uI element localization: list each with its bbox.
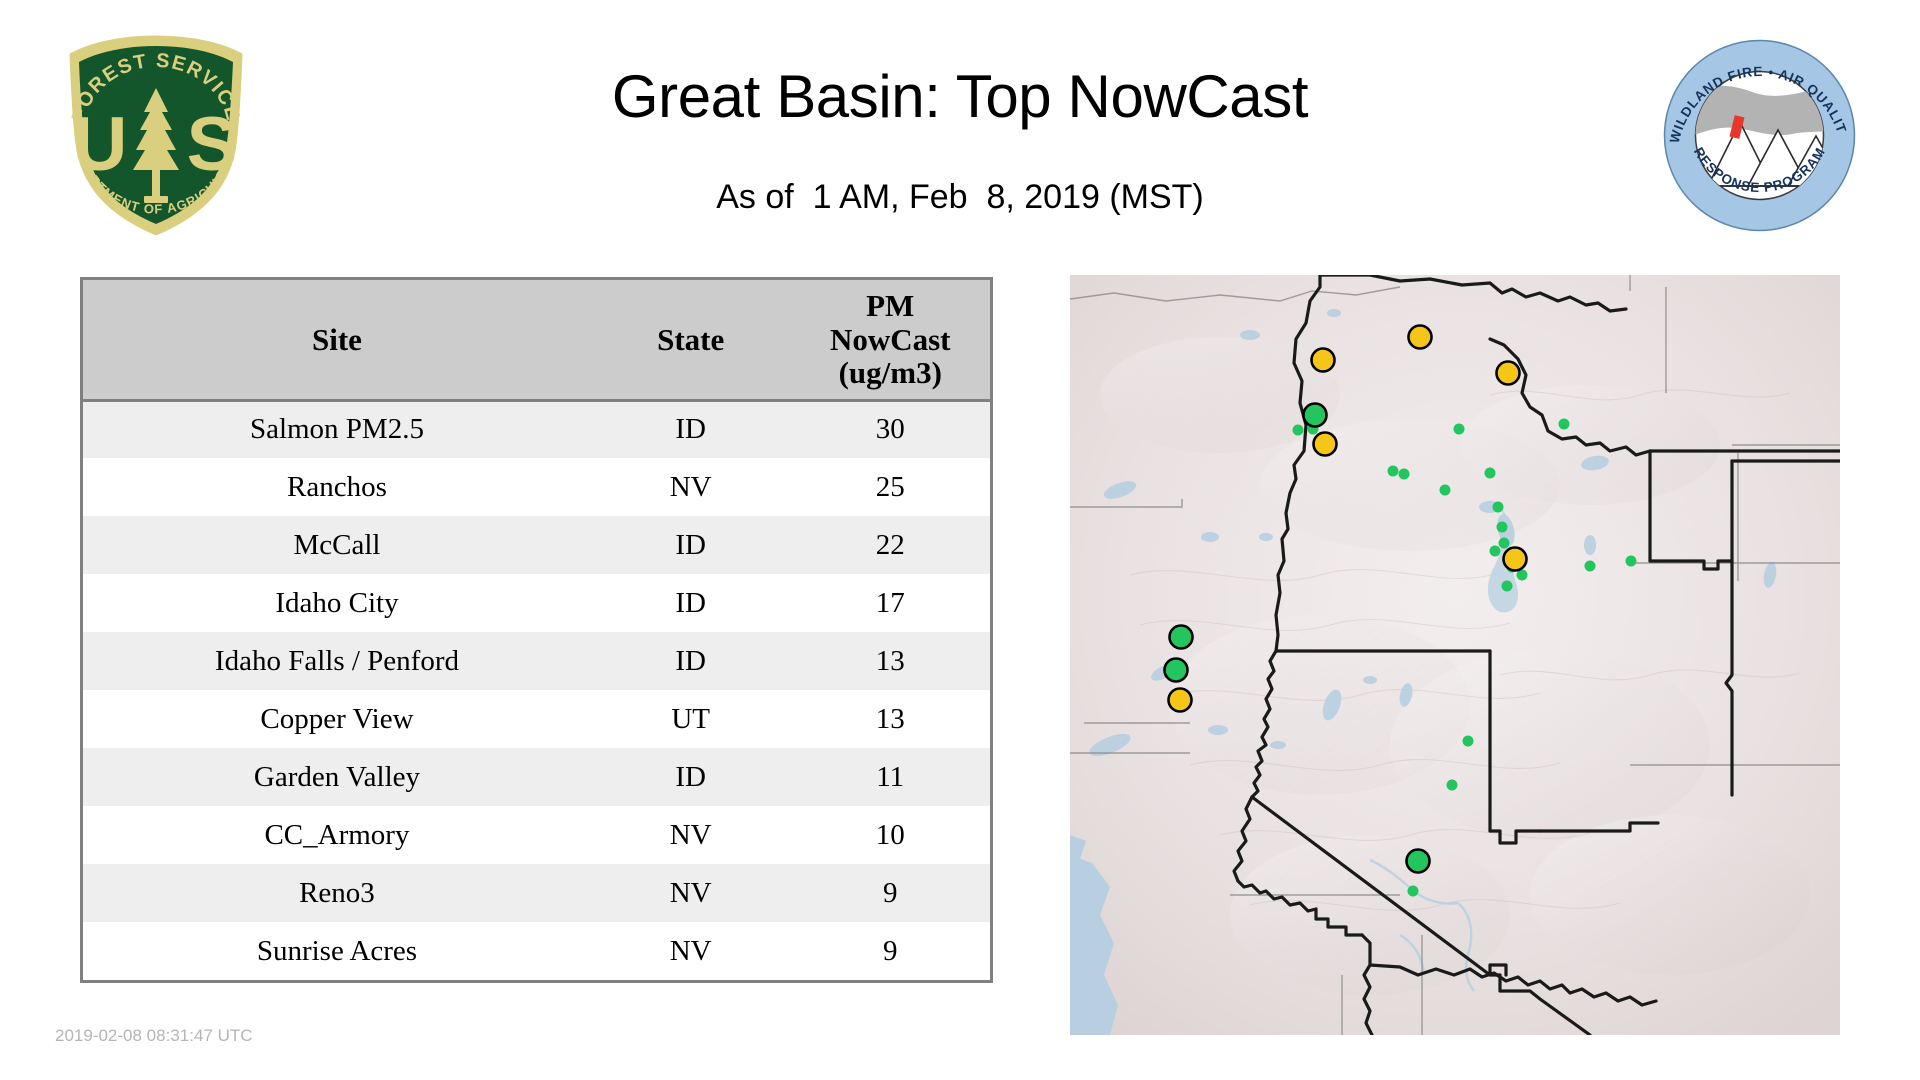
cell-site: Garden Valley [83,748,591,806]
table-header: Site State PM NowCast (ug/m3) [83,280,990,402]
monitor-marker-yellow[interactable] [1407,324,1433,350]
monitor-marker-small[interactable] [1453,423,1465,435]
cell-pm: 9 [790,922,990,980]
cell-state: NV [590,922,791,980]
cell-pm: 25 [790,458,990,516]
cell-site: Ranchos [83,458,591,516]
monitor-marker-green[interactable] [1168,624,1194,650]
footer-timestamp: 2019-02-08 08:31:47 UTC [55,1026,253,1045]
column-header-state[interactable]: State [590,280,791,402]
monitor-marker-small[interactable] [1484,467,1496,479]
monitor-marker-yellow[interactable] [1312,431,1338,457]
nowcast-table: Site State PM NowCast (ug/m3) Salmon PM2… [83,280,990,980]
wfaqrp-circle-logo: WILDLAND FIRE • AIR QUALITY RESPONSE PRO… [1657,26,1857,233]
cell-site: Idaho City [83,574,591,632]
cell-pm: 30 [790,400,990,458]
monitor-marker-small[interactable] [1492,501,1504,513]
cell-state: ID [590,574,791,632]
monitor-marker-small[interactable] [1558,418,1570,430]
cell-site: Reno3 [83,864,591,922]
cell-state: ID [590,632,791,690]
usfs-letter-s: S [187,102,238,187]
cell-site: Idaho Falls / Penford [83,632,591,690]
table-row[interactable]: Idaho Falls / Penford ID 13 [83,632,990,690]
table-row[interactable]: Copper View UT 13 [83,690,990,748]
monitor-marker-green[interactable] [1163,657,1189,683]
monitor-marker-small[interactable] [1498,537,1510,549]
cell-state: UT [590,690,791,748]
flame-icon [1729,115,1745,139]
table-row[interactable]: Reno3 NV 9 [83,864,990,922]
cell-pm: 9 [790,864,990,922]
pacific-ocean [1070,855,1118,1035]
cell-state: NV [590,458,791,516]
cell-pm: 17 [790,574,990,632]
table-row[interactable]: Idaho City ID 17 [83,574,990,632]
table-body: Salmon PM2.5 ID 30 Ranchos NV 25 McCall ID 22 Ida… [83,400,990,980]
large-monitor-markers [1163,324,1528,874]
monitor-marker-small[interactable] [1398,468,1410,480]
pine-tree-icon [133,88,179,203]
cell-site: Sunrise Acres [83,922,591,980]
monitor-marker-small[interactable] [1489,545,1501,557]
monitor-marker-green[interactable] [1302,402,1328,428]
monitor-marker-small[interactable] [1446,779,1458,791]
table-row[interactable]: Ranchos NV 25 [83,458,990,516]
cell-state: ID [590,400,791,458]
monitor-marker-small[interactable] [1292,424,1304,436]
cell-pm: 10 [790,806,990,864]
table-row[interactable]: Garden Valley ID 11 [83,748,990,806]
cell-state: ID [590,748,791,806]
smoke-plume-icon [1695,85,1824,138]
cell-state: NV [590,806,791,864]
usfs-letter-u: U [73,102,128,187]
column-header-site[interactable]: Site [83,280,591,402]
cell-site: McCall [83,516,591,574]
monitor-marker-small[interactable] [1516,569,1528,581]
monitor-marker-small[interactable] [1625,555,1637,567]
table-row[interactable]: McCall ID 22 [83,516,990,574]
monitor-marker-small[interactable] [1496,521,1508,533]
table-row[interactable]: Sunrise Acres NV 9 [83,922,990,980]
monitor-marker-yellow[interactable] [1310,347,1336,373]
cell-pm: 22 [790,516,990,574]
cell-pm: 13 [790,690,990,748]
cell-state: NV [590,864,791,922]
table-row[interactable]: Salmon PM2.5 ID 30 [83,400,990,458]
monitor-marker-green[interactable] [1405,848,1431,874]
monitor-marker-small[interactable] [1439,484,1451,496]
table-header-row: Site State PM NowCast (ug/m3) [83,280,990,402]
page-subtitle: As of 1 AM, Feb 8, 2019 (MST) [716,178,1204,216]
monitor-marker-small[interactable] [1584,560,1596,572]
monitor-marker-small[interactable] [1407,885,1419,897]
secondary-borders [1070,275,1840,1035]
monitor-marker-small[interactable] [1501,580,1513,592]
column-header-pm-nowcast[interactable]: PM NowCast (ug/m3) [790,280,990,402]
monitor-marker-yellow[interactable] [1167,687,1193,713]
great-basin-monitor-map[interactable] [1070,275,1840,1035]
monitor-marker-yellow[interactable] [1502,546,1528,572]
cell-pm: 13 [790,632,990,690]
state-borders [1232,275,1840,1035]
cell-pm: 11 [790,748,990,806]
table-row[interactable]: CC_Armory NV 10 [83,806,990,864]
cell-state: ID [590,516,791,574]
cell-site: Copper View [83,690,591,748]
nowcast-table-container: Site State PM NowCast (ug/m3) Salmon PM2… [80,277,993,983]
usfs-shield-logo: FOREST SERVICE DEPARTMENT OF AGRICULTURE… [51,16,256,243]
page-title: Great Basin: Top NowCast [611,63,1309,130]
cell-site: CC_Armory [83,806,591,864]
monitor-marker-small[interactable] [1462,735,1474,747]
cell-site: Salmon PM2.5 [83,400,591,458]
monitor-marker-yellow[interactable] [1495,360,1521,386]
monitor-marker-small[interactable] [1387,465,1399,477]
